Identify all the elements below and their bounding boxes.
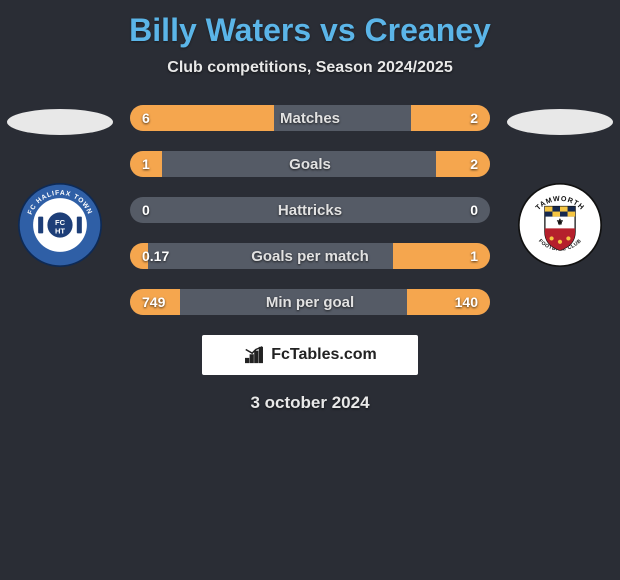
stat-bar-right-fill <box>411 105 490 131</box>
stat-left-value: 749 <box>142 289 165 315</box>
watermark-text: FcTables.com <box>271 346 377 364</box>
comparison-content: FC HALIFAX TOWN THE SHAYMEN FC HT 62Matc… <box>0 105 620 315</box>
left-player-column: FC HALIFAX TOWN THE SHAYMEN FC HT <box>0 105 120 267</box>
svg-text:⚜: ⚜ <box>556 217 564 227</box>
page-subtitle: Club competitions, Season 2024/2025 <box>0 59 620 77</box>
stat-right-value: 0 <box>470 197 478 223</box>
stat-right-value: 1 <box>470 243 478 269</box>
stat-bar-right-fill <box>436 151 490 177</box>
right-player-column: TAMWORTH FOOTBALL CLUB ⚜ <box>500 105 620 267</box>
stat-left-value: 1 <box>142 151 150 177</box>
halifax-crest-icon: FC HALIFAX TOWN THE SHAYMEN FC HT <box>18 183 102 267</box>
stat-bar: 62Matches <box>130 105 490 131</box>
right-club-crest: TAMWORTH FOOTBALL CLUB ⚜ <box>518 183 602 267</box>
right-player-ellipse <box>507 109 613 135</box>
stat-label: Hattricks <box>130 197 490 223</box>
svg-text:HT: HT <box>55 226 65 235</box>
stat-right-value: 2 <box>470 151 478 177</box>
stat-left-value: 0.17 <box>142 243 169 269</box>
left-player-ellipse <box>7 109 113 135</box>
left-club-crest: FC HALIFAX TOWN THE SHAYMEN FC HT <box>18 183 102 267</box>
stat-bar: 0.171Goals per match <box>130 243 490 269</box>
bar-chart-icon <box>243 344 265 366</box>
stat-bar: 749140Min per goal <box>130 289 490 315</box>
stat-bar-left-fill <box>130 105 274 131</box>
stat-left-value: 0 <box>142 197 150 223</box>
stat-left-value: 6 <box>142 105 150 131</box>
stat-right-value: 140 <box>455 289 478 315</box>
date-text: 3 october 2024 <box>0 393 620 413</box>
stat-right-value: 2 <box>470 105 478 131</box>
page-title: Billy Waters vs Creaney <box>0 0 620 49</box>
stat-bar: 12Goals <box>130 151 490 177</box>
watermark: FcTables.com <box>202 335 418 375</box>
stat-bar: 0 0Hattricks <box>130 197 490 223</box>
tamworth-crest-icon: TAMWORTH FOOTBALL CLUB ⚜ <box>518 183 602 267</box>
stat-bars: 62Matches12Goals00Hattricks0.171Goals pe… <box>130 105 490 315</box>
